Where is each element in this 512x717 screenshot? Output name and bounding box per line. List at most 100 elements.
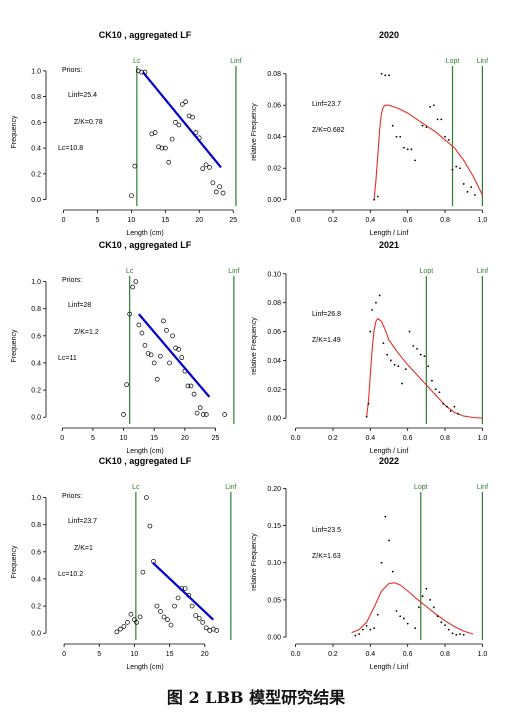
data-point bbox=[137, 614, 143, 620]
data-point bbox=[410, 148, 413, 151]
x-tick-label: 20 bbox=[201, 651, 209, 658]
annotation: Linf=28 bbox=[68, 302, 91, 309]
data-point bbox=[166, 159, 172, 165]
annotation: Lc=11 bbox=[58, 355, 77, 362]
y-axis-label: Frequency bbox=[11, 329, 18, 363]
data-point bbox=[421, 595, 424, 598]
x-tick-label: 0.8 bbox=[440, 435, 450, 442]
y-tick-label: 0.2 bbox=[31, 604, 41, 611]
x-tick-label: 10 bbox=[128, 217, 136, 224]
panel-left-2021: CK10 , aggregated LF 0 5 10 15 20 25 0.0 0.2 0.4 0… bbox=[11, 240, 240, 455]
x-axis-label: Length / Linf bbox=[370, 230, 409, 237]
data-point bbox=[395, 135, 398, 138]
data-point bbox=[397, 365, 400, 368]
data-point bbox=[197, 405, 203, 411]
data-point bbox=[194, 410, 200, 416]
annotation: Priors: bbox=[62, 67, 82, 74]
data-point bbox=[389, 359, 392, 362]
reference-label-lc: Lc bbox=[132, 484, 140, 491]
reference-label-lopt: Lopt bbox=[414, 484, 428, 491]
annotation: Linf=23.7 bbox=[68, 518, 97, 525]
data-point bbox=[393, 363, 396, 366]
data-point bbox=[365, 415, 368, 418]
figure-caption: 图 2 LBB 模型研究结果 bbox=[166, 688, 346, 707]
data-point bbox=[172, 603, 177, 609]
y-tick-label: 1.0 bbox=[31, 279, 41, 286]
reference-label-linf: Linf bbox=[477, 484, 488, 491]
x-tick-label: 0.2 bbox=[328, 217, 338, 224]
x-tick-label: 1.0 bbox=[478, 651, 488, 658]
x-tick-label: 0.2 bbox=[328, 651, 338, 658]
y-tick-label: 1.0 bbox=[31, 495, 41, 502]
annotation: Priors: bbox=[62, 493, 82, 500]
data-point bbox=[188, 383, 194, 389]
data-point bbox=[431, 379, 433, 382]
data-point bbox=[429, 598, 431, 601]
data-point bbox=[403, 617, 405, 620]
x-tick-label: 5 bbox=[97, 651, 101, 658]
data-point bbox=[414, 627, 417, 630]
y-tick-label: 0.00 bbox=[267, 635, 281, 642]
panel-right-2022: 2022 0.0 0.2 0.4 0.6 0.8 1.0 0.00 0.05 0.10 0.15 0.… bbox=[251, 456, 488, 671]
x-tick-label: 0 bbox=[60, 435, 64, 442]
annotation: Lc=10.2 bbox=[58, 571, 83, 578]
x-tick-label: 5 bbox=[96, 217, 100, 224]
data-point bbox=[462, 183, 465, 185]
data-point bbox=[190, 114, 195, 120]
chart-title: 2020 bbox=[379, 30, 399, 40]
data-point bbox=[217, 184, 222, 190]
annotation: Z/K=0.78 bbox=[74, 119, 103, 126]
data-point bbox=[142, 342, 148, 348]
annotation: Linf=25.4 bbox=[68, 92, 97, 99]
data-point bbox=[459, 167, 461, 170]
data-point bbox=[369, 330, 372, 333]
data-point bbox=[432, 606, 435, 609]
reference-label-lc: Lc bbox=[126, 268, 134, 275]
data-point bbox=[133, 279, 139, 284]
data-point bbox=[375, 301, 377, 304]
data-point bbox=[114, 629, 120, 635]
data-point bbox=[179, 355, 185, 360]
y-tick-label: 0.20 bbox=[267, 486, 281, 493]
data-point bbox=[412, 345, 415, 347]
data-point bbox=[440, 118, 443, 121]
y-tick-label: 0.4 bbox=[31, 576, 41, 583]
data-point bbox=[444, 135, 446, 138]
x-axis-label: Length (cm) bbox=[126, 664, 163, 671]
y-tick-label: 0.05 bbox=[267, 597, 281, 604]
data-point bbox=[442, 402, 445, 405]
x-tick-label: 0.0 bbox=[291, 217, 301, 224]
data-point bbox=[151, 360, 157, 366]
panel-right-2021: 2021 0.0 0.2 0.4 0.6 0.8 1.0 0.00 0.02 0.04 0.06 0.… bbox=[251, 240, 488, 455]
annotation: Linf=26.8 bbox=[312, 311, 341, 318]
data-point bbox=[154, 376, 160, 382]
y-tick-label: 0.8 bbox=[31, 94, 41, 101]
y-tick-label: 0.6 bbox=[31, 120, 41, 127]
x-tick-label: 0.8 bbox=[440, 217, 450, 224]
data-point bbox=[446, 405, 448, 408]
data-point bbox=[203, 162, 209, 168]
chart-title: 2021 bbox=[379, 240, 399, 250]
data-point bbox=[391, 124, 394, 127]
x-axis-label: Length / Linf bbox=[370, 664, 409, 671]
data-point bbox=[213, 189, 219, 195]
x-tick-label: 0.0 bbox=[291, 435, 301, 442]
data-point bbox=[451, 168, 454, 171]
data-point bbox=[474, 194, 476, 196]
chart-title: CK10 , aggregated LF bbox=[99, 30, 192, 40]
y-tick-label: 0.08 bbox=[267, 71, 281, 78]
x-tick-label: 1.0 bbox=[478, 217, 488, 224]
reference-label-linf: Linf bbox=[228, 268, 239, 275]
y-tick-label: 0.4 bbox=[31, 146, 41, 153]
data-point bbox=[132, 163, 138, 169]
data-point bbox=[436, 615, 439, 618]
data-point bbox=[179, 101, 185, 107]
data-point bbox=[128, 611, 134, 617]
data-point bbox=[173, 119, 178, 125]
x-tick-label: 15 bbox=[166, 651, 174, 658]
reference-label-lc: Lc bbox=[133, 58, 141, 65]
y-tick-label: 0.0 bbox=[31, 197, 41, 204]
data-point bbox=[365, 624, 368, 627]
data-point bbox=[168, 622, 174, 628]
